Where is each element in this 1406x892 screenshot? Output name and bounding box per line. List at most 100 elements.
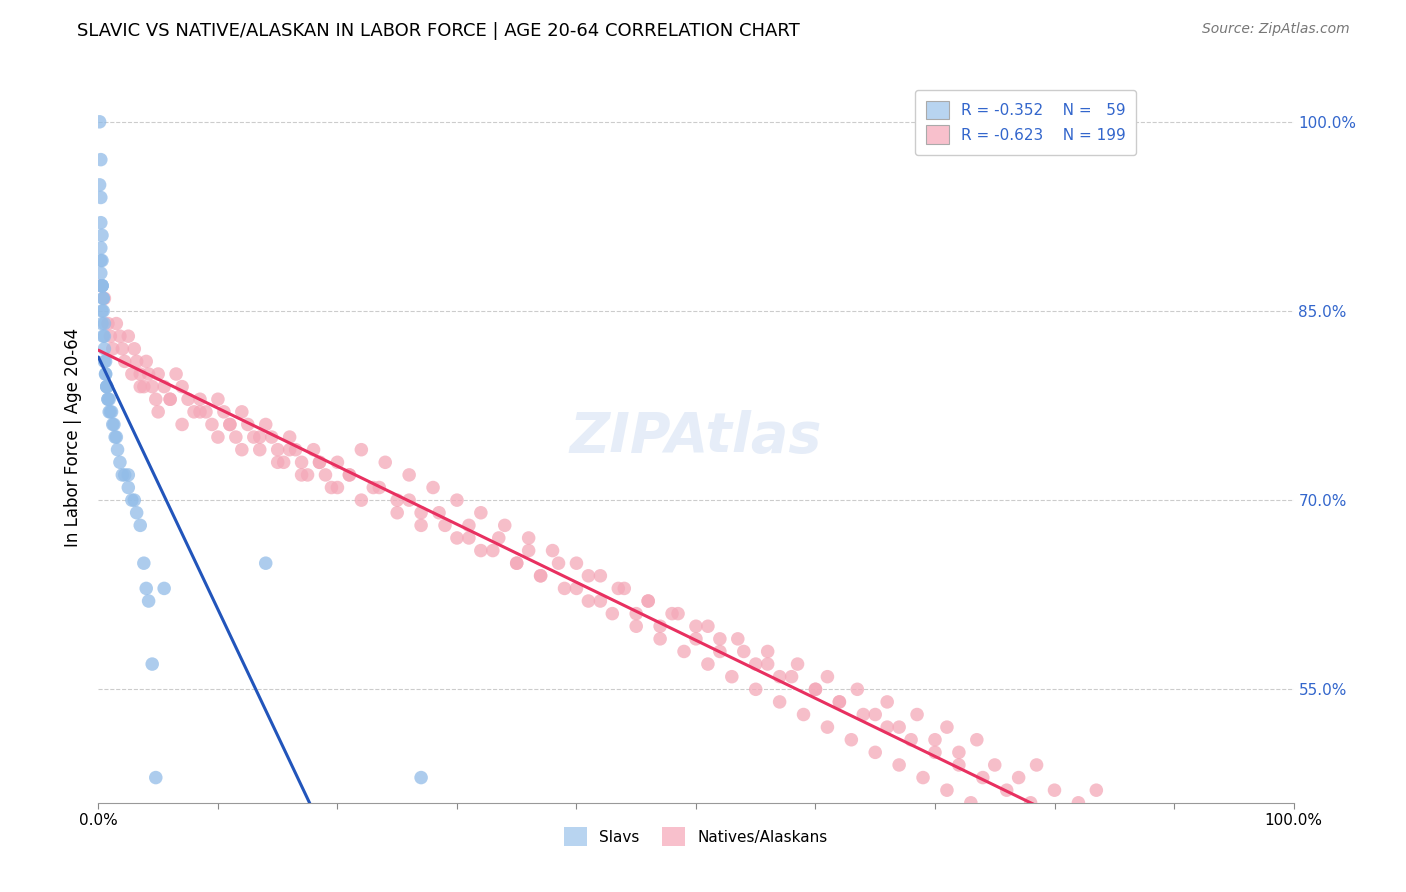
Point [804,682,827,697]
Point [815,720,838,734]
Point [148,405,170,419]
Point [165,367,187,381]
Point [91,304,114,318]
Point [148,367,170,381]
Point [117,481,139,495]
Point [972,771,994,785]
Point [141,379,163,393]
Point [1223,859,1246,873]
Point [90,266,112,280]
Point [1008,771,1031,785]
Point [589,594,612,608]
Point [530,569,553,583]
Point [607,582,630,596]
Point [89,115,111,129]
Point [124,342,146,356]
Point [613,582,636,596]
Point [768,695,790,709]
Point [411,506,433,520]
Point [1056,847,1078,861]
Point [1187,847,1209,861]
Point [697,657,720,671]
Point [685,619,707,633]
Point [260,430,283,444]
Point [984,758,1007,772]
Point [1080,859,1102,873]
Point [602,607,624,621]
Point [321,481,343,495]
Point [249,442,271,457]
Point [108,329,131,343]
Point [90,278,112,293]
Point [385,506,409,520]
Point [121,367,143,381]
Point [554,582,576,596]
Point [153,582,176,596]
Point [145,771,167,785]
Point [517,531,540,545]
Point [1091,833,1114,847]
Point [93,354,115,368]
Point [93,317,115,331]
Point [876,720,898,734]
Point [90,253,112,268]
Point [565,556,588,570]
Legend: Slavs, Natives/Alaskans: Slavs, Natives/Alaskans [557,820,835,854]
Point [93,291,115,305]
Point [138,594,160,608]
Point [219,417,242,432]
Point [225,430,247,444]
Point [98,405,122,419]
Point [91,329,114,343]
Point [91,278,114,293]
Point [135,354,157,368]
Point [470,506,492,520]
Point [107,442,129,457]
Point [89,178,111,192]
Point [315,467,337,482]
Point [506,556,529,570]
Point [846,682,869,697]
Point [721,670,744,684]
Point [90,153,112,167]
Point [841,732,863,747]
Point [685,632,707,646]
Point [188,405,211,419]
Point [709,632,731,646]
Point [1187,884,1209,892]
Point [350,493,373,508]
Point [1032,833,1054,847]
Point [745,682,768,697]
Point [98,392,121,407]
Point [231,442,253,457]
Point [291,467,314,482]
Point [1205,833,1227,847]
Point [911,771,934,785]
Point [96,379,118,393]
Point [924,732,946,747]
Point [756,644,779,658]
Point [889,758,911,772]
Point [458,531,481,545]
Point [446,531,468,545]
Point [254,417,277,432]
Point [626,619,648,633]
Point [90,241,112,255]
Point [267,442,290,457]
Point [411,771,433,785]
Point [201,417,224,432]
Point [308,455,330,469]
Point [104,430,127,444]
Point [278,442,301,457]
Point [411,518,433,533]
Point [530,569,553,583]
Y-axis label: In Labor Force | Age 20-64: In Labor Force | Age 20-64 [65,327,83,547]
Point [108,455,131,469]
Point [284,442,307,457]
Point [727,632,749,646]
Point [786,657,808,671]
Point [291,455,314,469]
Point [1025,758,1047,772]
Point [434,518,457,533]
Point [94,367,117,381]
